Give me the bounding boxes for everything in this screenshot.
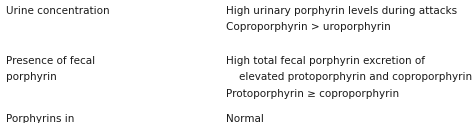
Text: porphyrin: porphyrin: [6, 72, 56, 82]
Text: Normal: Normal: [227, 114, 264, 123]
Text: Porphyrins in: Porphyrins in: [6, 114, 74, 123]
Text: Urine concentration: Urine concentration: [6, 6, 109, 15]
Text: High urinary porphyrin levels during attacks: High urinary porphyrin levels during att…: [227, 6, 457, 15]
Text: Presence of fecal: Presence of fecal: [6, 56, 95, 66]
Text: elevated protoporphyrin and coproporphyrin: elevated protoporphyrin and coproporphyr…: [227, 72, 474, 82]
Text: Protoporphyrin ≥ coproporphyrin: Protoporphyrin ≥ coproporphyrin: [227, 89, 400, 99]
Text: Coproporphyrin > uroporphyrin: Coproporphyrin > uroporphyrin: [227, 22, 391, 32]
Text: High total fecal porphyrin excretion of: High total fecal porphyrin excretion of: [227, 56, 425, 66]
